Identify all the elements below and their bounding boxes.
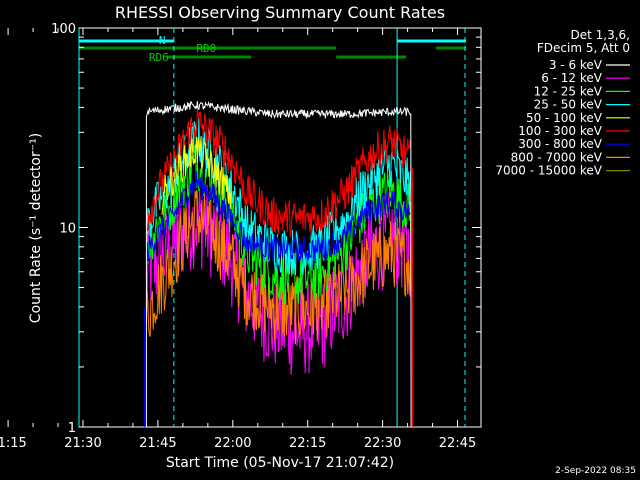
legend-label: 25 - 50 keV — [534, 98, 603, 112]
x-tick-label: 22:45 — [439, 436, 476, 451]
generated-timestamp: 2-Sep-2022 08:35 — [555, 466, 636, 476]
series-50-100-kev — [161, 136, 232, 216]
legend-header-line-1: Det 1,3,6, — [571, 28, 631, 42]
legend-label: 50 - 100 keV — [526, 111, 603, 125]
x-tick-label: 22:30 — [364, 436, 401, 451]
legend-label: 800 - 7000 keV — [511, 150, 603, 164]
legend-label: 6 - 12 keV — [541, 71, 603, 85]
x-tick-label: 22:15 — [289, 436, 326, 451]
x-tick-label: 22:00 — [214, 436, 251, 451]
legend-label: 300 - 800 keV — [518, 137, 602, 151]
flag-label-n: N — [159, 34, 166, 47]
x-tick-label: 21:15 — [0, 436, 27, 451]
y-tick-label: 1 — [68, 421, 76, 436]
legend-label: 12 - 25 keV — [534, 84, 603, 98]
series-3-6-kev — [145, 101, 412, 428]
x-axis-label: Start Time (05-Nov-17 21:07:42) — [166, 455, 394, 471]
data-series — [143, 101, 414, 428]
plot-area — [78, 27, 482, 428]
y-tick-label: 100 — [51, 22, 76, 37]
series-300-800-kev — [145, 170, 412, 262]
legend-header-line-2: FDecim 5, Att 0 — [537, 41, 630, 55]
series-6-12-kev — [145, 184, 412, 375]
x-axis: 21:15 21:30 21:45 22:00 22:15 22:30 22:45 — [0, 28, 476, 451]
chart-title: RHESSI Observing Summary Count Rates — [115, 3, 445, 22]
x-tick-label: 21:45 — [139, 436, 176, 451]
x-tick-label: 21:30 — [64, 436, 101, 451]
y-axis: 1 10 100 — [51, 22, 481, 436]
legend-label: 3 - 6 keV — [549, 58, 603, 72]
legend-label: 7000 - 15000 keV — [495, 164, 602, 178]
legend-label: 100 - 300 keV — [518, 124, 602, 138]
y-axis-label: Count Rate (s⁻¹ detector⁻¹) — [28, 133, 44, 323]
flag-bars: N RD0 RD6 — [79, 34, 467, 64]
flag-label-rd0: RD0 — [196, 42, 216, 55]
y-tick-label: 10 — [59, 222, 76, 237]
series-800-7000-kev — [145, 189, 412, 345]
series-100-300-kev — [145, 109, 412, 238]
plot-frame — [78, 27, 482, 428]
flag-label-rd6: RD6 — [149, 51, 169, 64]
